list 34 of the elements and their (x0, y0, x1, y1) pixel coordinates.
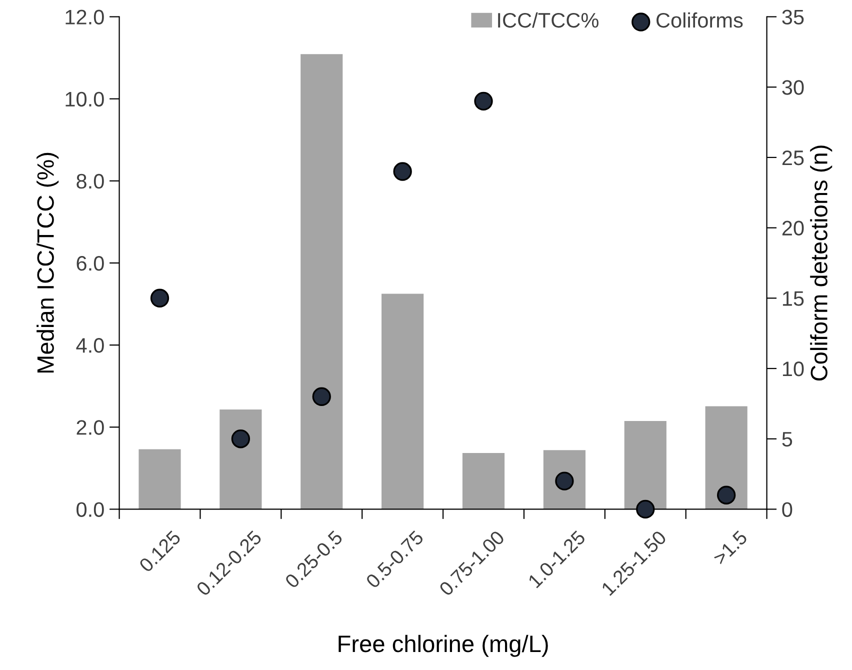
bar (382, 294, 424, 510)
point (393, 162, 412, 181)
y-tick-label: 4.0 (76, 338, 104, 353)
legend-label: Coliforms (656, 12, 743, 28)
y2-tick-label: 10 (782, 362, 804, 376)
legend-label: ICC/TCC% (498, 12, 598, 28)
y-tick-label: 10.0 (66, 92, 104, 107)
y2-tick-label: 35 (782, 10, 804, 25)
y-tick-label: 2.0 (76, 420, 104, 435)
point (231, 430, 250, 448)
bar (624, 420, 666, 510)
point (312, 387, 331, 406)
point (636, 500, 655, 519)
y2-tick-label: 5 (782, 432, 792, 447)
y2-tick-label: 30 (782, 80, 804, 95)
bar (220, 409, 262, 510)
y-tick-label: 12.0 (66, 10, 104, 25)
y2-tick-label: 20 (782, 220, 804, 236)
bar (705, 406, 748, 510)
bar (138, 449, 181, 510)
y-tick-label: 0.0 (76, 502, 104, 517)
bar (300, 54, 343, 510)
point (474, 92, 493, 111)
point (150, 288, 170, 308)
y2-tick-label: 0 (782, 502, 792, 517)
y2-tick-label: 15 (782, 291, 804, 306)
x-axis-title: Free chlorine (mg/L) (338, 634, 548, 657)
y-tick-label: 6.0 (76, 256, 104, 271)
point (716, 486, 736, 504)
bar (462, 452, 505, 510)
y2-tick-label: 25 (782, 150, 804, 166)
y2-axis-title: Coliform detections (n) (810, 146, 832, 381)
y-tick-label: 8.0 (76, 174, 104, 189)
y-axis-title: Median ICC/TCC (%) (36, 152, 59, 373)
